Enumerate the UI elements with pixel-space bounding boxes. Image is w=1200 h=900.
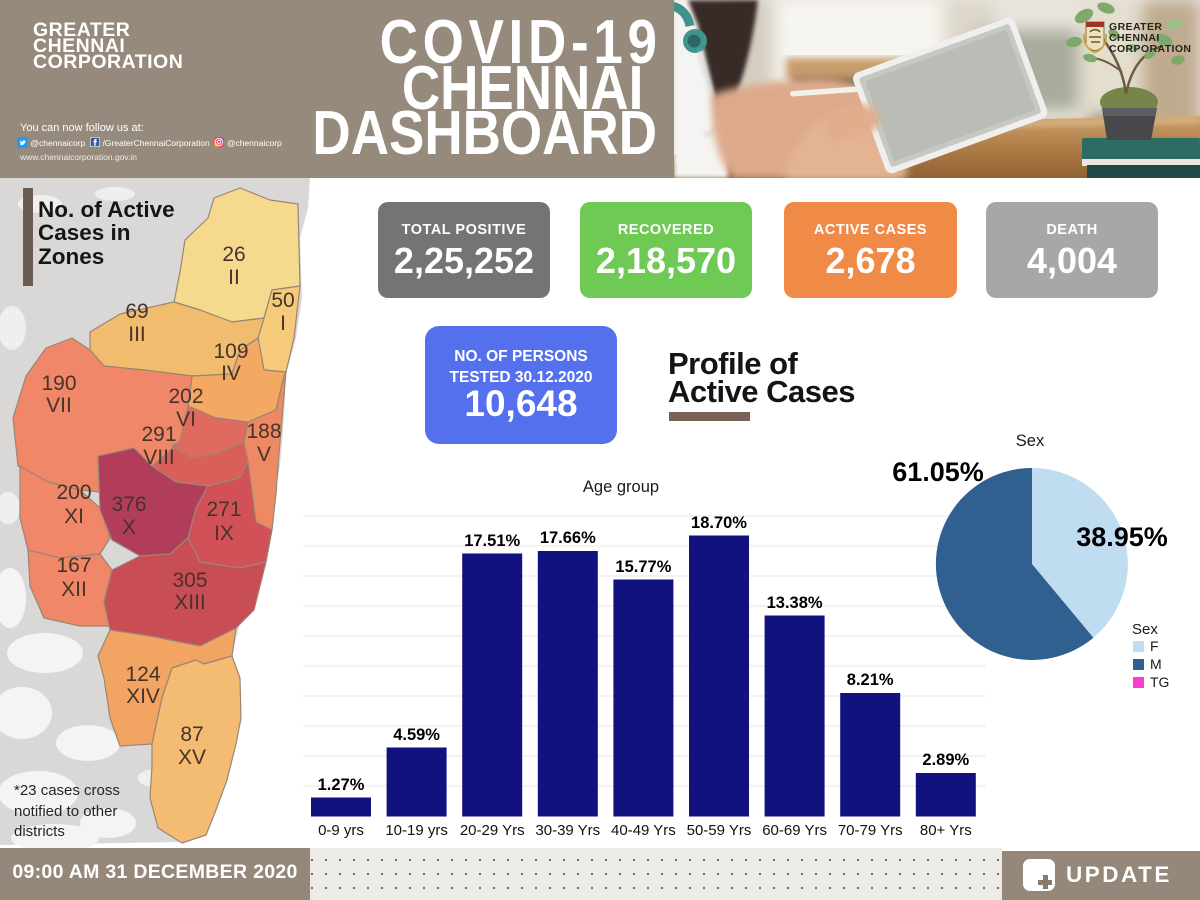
svg-text:376: 376 bbox=[111, 493, 146, 516]
svg-text:1.27%: 1.27% bbox=[318, 776, 365, 794]
svg-text:10-19 yrs: 10-19 yrs bbox=[385, 822, 448, 839]
svg-text:Age group: Age group bbox=[583, 478, 659, 496]
svg-text:F: F bbox=[1150, 638, 1159, 654]
svg-text:X: X bbox=[122, 516, 136, 539]
svg-text:50: 50 bbox=[271, 289, 294, 312]
svg-text:18.70%: 18.70% bbox=[691, 514, 747, 532]
svg-text:188: 188 bbox=[246, 420, 281, 443]
svg-text:CORPORATION: CORPORATION bbox=[1109, 43, 1191, 55]
svg-text:70-79 Yrs: 70-79 Yrs bbox=[838, 822, 903, 839]
svg-text:40-49 Yrs: 40-49 Yrs bbox=[611, 822, 676, 839]
svg-text:17.66%: 17.66% bbox=[540, 529, 596, 547]
svg-text:VIII: VIII bbox=[143, 446, 175, 469]
svg-text:0-9 yrs: 0-9 yrs bbox=[318, 822, 364, 839]
svg-text:30-39 Yrs: 30-39 Yrs bbox=[535, 822, 600, 839]
svg-text:II: II bbox=[228, 266, 240, 289]
svg-text:200: 200 bbox=[56, 481, 91, 504]
svg-text:XIII: XIII bbox=[174, 591, 206, 614]
svg-text:Sex: Sex bbox=[1132, 621, 1158, 638]
svg-text:17.51%: 17.51% bbox=[464, 532, 520, 550]
svg-text:TG: TG bbox=[1150, 674, 1169, 690]
svg-text:GREATER: GREATER bbox=[1109, 21, 1162, 33]
svg-text:305: 305 bbox=[172, 569, 207, 592]
svg-text:Cases in: Cases in bbox=[38, 220, 131, 245]
svg-text:60-69 Yrs: 60-69 Yrs bbox=[762, 822, 827, 839]
svg-text:20-29 Yrs: 20-29 Yrs bbox=[460, 822, 525, 839]
svg-text:4.59%: 4.59% bbox=[393, 726, 440, 744]
svg-text:XI: XI bbox=[64, 505, 84, 528]
svg-text:XV: XV bbox=[178, 746, 206, 769]
svg-text:XIV: XIV bbox=[126, 685, 160, 708]
svg-text:38.95%: 38.95% bbox=[1076, 522, 1168, 552]
svg-text:69: 69 bbox=[125, 300, 148, 323]
svg-text:VI: VI bbox=[176, 408, 196, 431]
svg-text:2.89%: 2.89% bbox=[922, 751, 969, 769]
svg-text:291: 291 bbox=[141, 423, 176, 446]
svg-text:271: 271 bbox=[206, 498, 241, 521]
svg-text:61.05%: 61.05% bbox=[892, 457, 984, 487]
svg-text:167: 167 bbox=[56, 554, 91, 577]
svg-text:IX: IX bbox=[214, 522, 234, 545]
svg-text:No. of Active: No. of Active bbox=[38, 197, 175, 222]
svg-text:87: 87 bbox=[180, 723, 203, 746]
svg-text:13.38%: 13.38% bbox=[767, 594, 823, 612]
svg-text:Zones: Zones bbox=[38, 244, 104, 269]
svg-text:26: 26 bbox=[222, 243, 245, 266]
svg-text:III: III bbox=[128, 323, 146, 346]
svg-text:50-59 Yrs: 50-59 Yrs bbox=[687, 822, 752, 839]
svg-text:109: 109 bbox=[213, 340, 248, 363]
svg-text:124: 124 bbox=[125, 663, 160, 686]
svg-text:CHENNAI: CHENNAI bbox=[1109, 32, 1160, 44]
svg-text:80+ Yrs: 80+ Yrs bbox=[920, 822, 972, 839]
svg-text:IV: IV bbox=[221, 362, 241, 385]
svg-text:202: 202 bbox=[168, 385, 203, 408]
svg-text:8.21%: 8.21% bbox=[847, 671, 894, 689]
svg-text:I: I bbox=[280, 312, 286, 335]
svg-text:15.77%: 15.77% bbox=[615, 558, 671, 576]
svg-text:Sex: Sex bbox=[1016, 432, 1045, 450]
svg-text:190: 190 bbox=[41, 372, 76, 395]
svg-text:VII: VII bbox=[46, 394, 72, 417]
svg-text:M: M bbox=[1150, 656, 1162, 672]
svg-text:V: V bbox=[257, 443, 271, 466]
svg-text:XII: XII bbox=[61, 578, 87, 601]
